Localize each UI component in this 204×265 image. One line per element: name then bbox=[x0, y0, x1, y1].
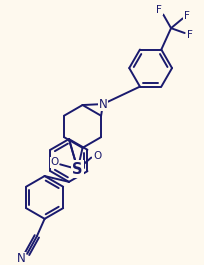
Text: F: F bbox=[187, 30, 192, 40]
Text: N: N bbox=[17, 252, 26, 265]
Text: O: O bbox=[50, 157, 59, 167]
Text: F: F bbox=[184, 11, 190, 20]
Text: F: F bbox=[156, 5, 162, 15]
Text: N: N bbox=[99, 98, 107, 111]
Text: S: S bbox=[72, 162, 83, 177]
Text: O: O bbox=[93, 151, 101, 161]
